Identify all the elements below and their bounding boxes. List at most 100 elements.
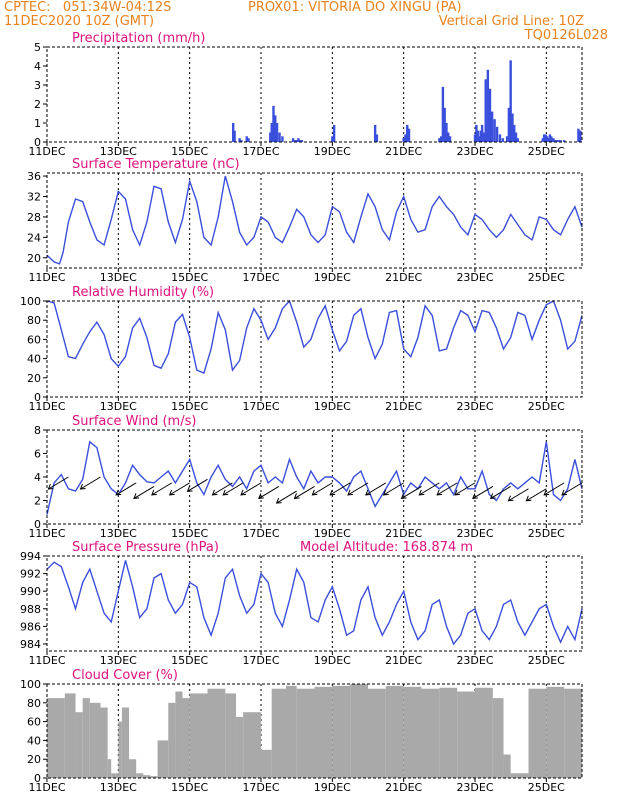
precip-bar: [439, 136, 443, 142]
y-tick-label: 992: [20, 568, 41, 581]
wind-arrow-head: [47, 483, 54, 490]
precip-bar: [488, 88, 492, 142]
x-tick-label: 13DEC: [100, 271, 137, 284]
precip-bar: [406, 124, 409, 142]
y-tick-label: 0: [34, 518, 41, 531]
panel-title: Surface Wind (m/s): [72, 414, 196, 429]
x-tick-label: 21DEC: [385, 654, 422, 667]
precip-bar: [513, 124, 516, 142]
cloud-bar: [136, 773, 144, 778]
x-tick-label: 25DEC: [528, 527, 565, 540]
wind-arrow-head: [507, 495, 514, 502]
cloud-bar: [385, 685, 404, 778]
cloud-bar: [261, 749, 272, 778]
x-tick-label: 17DEC: [242, 400, 279, 413]
y-tick-label: 990: [20, 585, 41, 598]
precip-bar: [233, 130, 236, 142]
panel-frame: [46, 46, 583, 143]
cloud-bar: [47, 698, 65, 778]
wind-arrow-head: [436, 489, 443, 496]
precip-bar: [550, 136, 553, 142]
y-tick-label: 994: [20, 550, 41, 563]
panel-4: 984 986 988 990 992 994 11DEC 13DEC 15DEC 17DEC 19…: [20, 540, 583, 667]
wind-arrow-head: [151, 489, 157, 496]
precip-bar: [579, 130, 582, 142]
y-tick-label: 1: [34, 117, 41, 130]
y-tick-label: 3: [34, 79, 41, 92]
wind-arrow: [401, 485, 422, 499]
wind-arrow: [258, 485, 280, 499]
precip-bar: [544, 134, 547, 142]
x-tick-label: 19DEC: [314, 654, 351, 667]
cloud-bar: [207, 688, 226, 778]
x-tick-label: 11DEC: [28, 527, 65, 540]
wind-arrow-head: [79, 483, 86, 490]
wind-arrow: [48, 476, 69, 490]
y-tick-label: 100: [20, 678, 41, 691]
wind-arrow: [151, 482, 173, 496]
precip-bar: [555, 140, 559, 142]
precip-bar: [495, 126, 499, 142]
y-tick-label: 4: [34, 471, 41, 484]
header-station: PROX01: VITORIA DO XINGU (PA): [248, 0, 462, 15]
precip-bar: [247, 138, 250, 142]
cloud-bar: [157, 740, 169, 778]
y-tick-label: 100: [20, 295, 41, 308]
x-tick-label: 13DEC: [100, 781, 137, 794]
x-tick-label: 13DEC: [100, 527, 137, 540]
x-tick-label: 17DEC: [242, 781, 279, 794]
y-tick-label: 20: [27, 372, 41, 385]
precip-bar: [297, 138, 300, 142]
wind-arrow-head: [347, 489, 354, 496]
x-tick-label: 15DEC: [171, 527, 208, 540]
wind-arrow: [561, 482, 583, 496]
x-tick-label: 23DEC: [456, 654, 493, 667]
x-tick-label: 15DEC: [171, 145, 208, 158]
panel-title: Relative Humidity (%): [72, 285, 214, 300]
x-tick-label: 23DEC: [456, 781, 493, 794]
y-tick-label: 60: [27, 716, 41, 729]
y-tick-label: 20: [27, 252, 41, 265]
cloud-bar: [236, 716, 244, 778]
wind-arrow-head: [472, 493, 478, 499]
cloud-bar: [350, 684, 368, 778]
precip-bar: [542, 134, 546, 142]
x-tick-label: 15DEC: [171, 400, 208, 413]
precip-bar: [231, 123, 235, 142]
x-tick-label: 25DEC: [528, 654, 565, 667]
wind-arrow: [133, 485, 155, 499]
precip-bar: [548, 134, 552, 142]
precip-bar: [559, 140, 562, 142]
y-tick-label: 40: [27, 734, 41, 747]
y-tick-label: 32: [27, 190, 41, 203]
precip-bar: [331, 136, 334, 142]
series-line: [46, 440, 583, 515]
cloud-bar: [107, 759, 112, 778]
wind-arrow: [276, 490, 297, 504]
cloud-bar: [82, 698, 90, 778]
cloud-bar: [175, 691, 183, 778]
cloud-bar: [121, 707, 130, 778]
precip-bar: [300, 140, 304, 142]
cloud-bar: [528, 688, 547, 778]
x-tick-label: 25DEC: [528, 781, 565, 794]
precip-bar: [476, 130, 480, 142]
wind-arrow: [508, 488, 529, 502]
panel-title: Surface Pressure (hPa): [72, 540, 219, 555]
x-tick-label: 25DEC: [528, 400, 565, 413]
wind-arrow-head: [454, 489, 461, 496]
header-grid-line: Vertical Grid Line: 10Z: [438, 14, 584, 29]
y-tick-label: 28: [27, 211, 41, 224]
x-tick-label: 15DEC: [171, 781, 208, 794]
wind-arrow-head: [275, 497, 282, 504]
x-tick-label: 13DEC: [100, 654, 137, 667]
x-tick-label: 21DEC: [385, 145, 422, 158]
cloud-bar: [89, 702, 101, 778]
cloud-bar: [457, 691, 475, 778]
precip-bar: [552, 138, 555, 142]
x-tick-label: 25DEC: [528, 145, 565, 158]
precip-bar: [493, 119, 496, 142]
precip-bar: [486, 69, 490, 142]
panel-1: 20 24 28 32 36 11DEC 13DEC 15DEC 17DEC 19DEC 21DEC…: [27, 157, 583, 284]
wind-arrow-head: [133, 493, 140, 499]
